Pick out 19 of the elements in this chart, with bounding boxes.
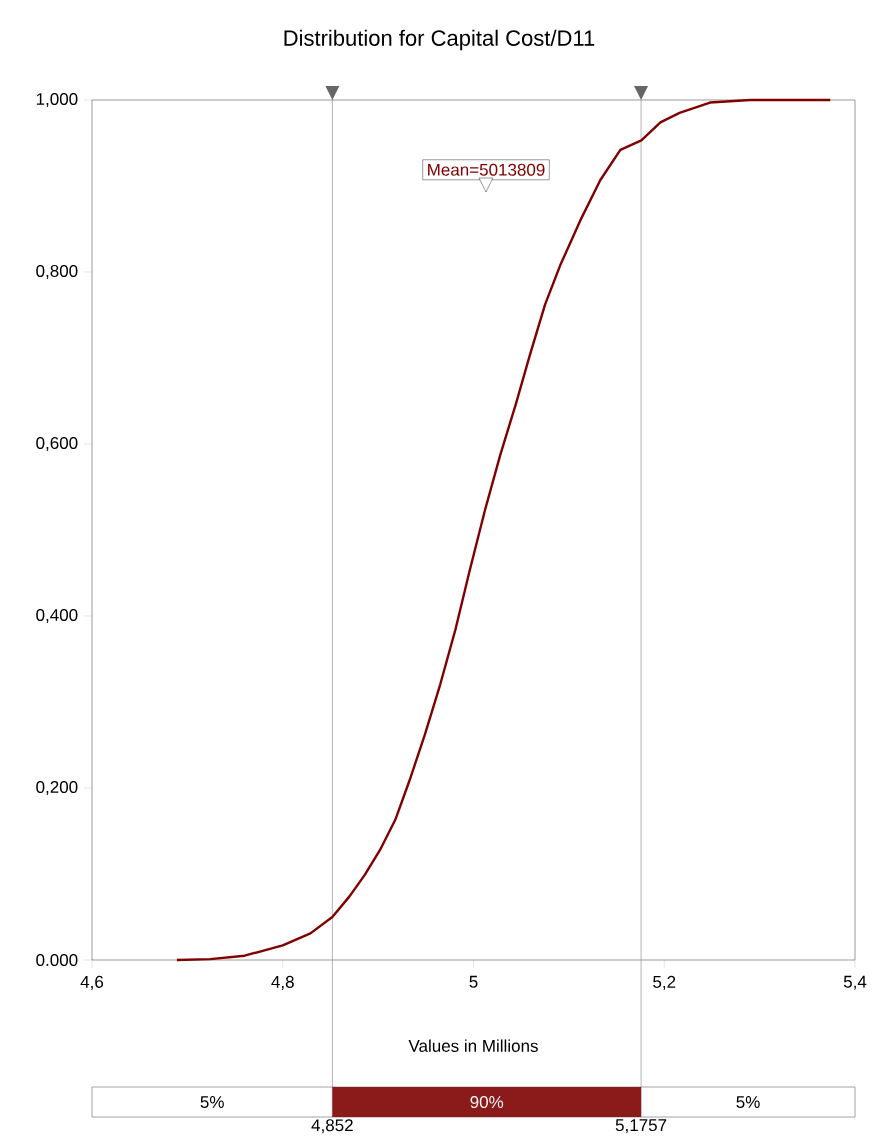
chart-title: Distribution for Capital Cost/D11 <box>284 29 595 51</box>
text: 5% <box>736 1096 760 1109</box>
x-axis-title: Values in Millions <box>408 1039 538 1052</box>
ref-line-label: 5,1757 <box>615 1119 667 1134</box>
y-tick-label: 0,200 <box>36 780 78 796</box>
annotation: Mean=5013809 <box>428 163 545 176</box>
x-tick-label: 5,2 <box>653 975 676 990</box>
x-tick-label: 4,6 <box>80 975 104 990</box>
y-tick-label: 0,600 <box>36 436 78 452</box>
ref-line-label: 4,852 <box>311 1119 353 1134</box>
y-tick-label: 0,400 <box>36 608 78 624</box>
x-tick-label: 5 <box>469 975 478 988</box>
y-tick-label: 0,800 <box>36 264 78 280</box>
text: 5% <box>200 1096 224 1109</box>
y-tick-label: 0.000 <box>36 953 78 967</box>
x-tick-label: 5,4 <box>843 975 867 990</box>
y-tick-label: 1,000 <box>36 92 78 108</box>
text: 90% <box>470 1096 504 1109</box>
x-tick-label: 4,8 <box>271 975 294 990</box>
